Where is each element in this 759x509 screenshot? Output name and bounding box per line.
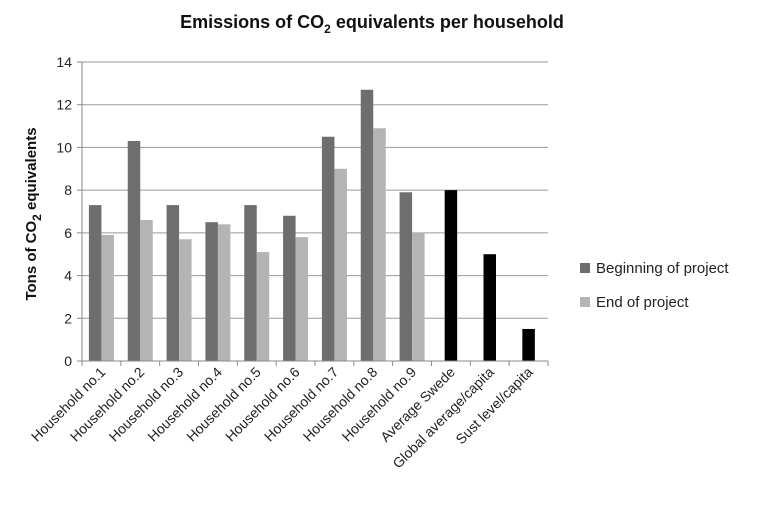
y-tick-labels: 0 2 4 6 8 10 12 14 — [56, 54, 72, 369]
y-tick-label: 6 — [64, 225, 72, 241]
legend-swatch — [580, 297, 590, 307]
chart-title: Emissions of CO2 equivalents per househo… — [180, 12, 564, 36]
y-tick-label: 4 — [64, 268, 72, 284]
bar — [244, 205, 257, 361]
bar — [140, 220, 153, 361]
axes — [81, 62, 549, 366]
bar — [88, 205, 102, 361]
y-axis-title: Tons of CO2 equivalents — [23, 127, 44, 300]
legend: Beginning of project End of project — [580, 260, 729, 311]
bar — [179, 239, 192, 361]
y-tick-label: 14 — [56, 54, 72, 70]
y-tick-label: 12 — [56, 97, 72, 113]
legend-label: End of project — [596, 294, 689, 311]
bar — [205, 222, 218, 361]
legend-label: Beginning of project — [596, 260, 729, 277]
bar — [360, 89, 374, 361]
gridlines — [77, 61, 548, 362]
bar — [166, 205, 180, 361]
bar — [283, 215, 296, 361]
bar — [483, 254, 496, 361]
bar — [295, 237, 309, 361]
bar — [399, 192, 413, 361]
bar — [256, 252, 270, 361]
bar — [334, 168, 347, 361]
legend-swatch — [580, 263, 590, 273]
bar — [444, 190, 458, 361]
y-tick-label: 10 — [56, 139, 72, 155]
bar — [522, 328, 535, 361]
bar — [101, 234, 114, 361]
bar — [373, 128, 386, 361]
y-tick-label: 2 — [64, 310, 72, 326]
bars — [88, 89, 535, 361]
bar — [321, 136, 335, 361]
y-tick-label: 0 — [64, 353, 72, 369]
bar — [127, 141, 141, 361]
bar — [412, 232, 425, 361]
y-tick-label: 8 — [64, 182, 72, 198]
bar — [217, 224, 231, 361]
